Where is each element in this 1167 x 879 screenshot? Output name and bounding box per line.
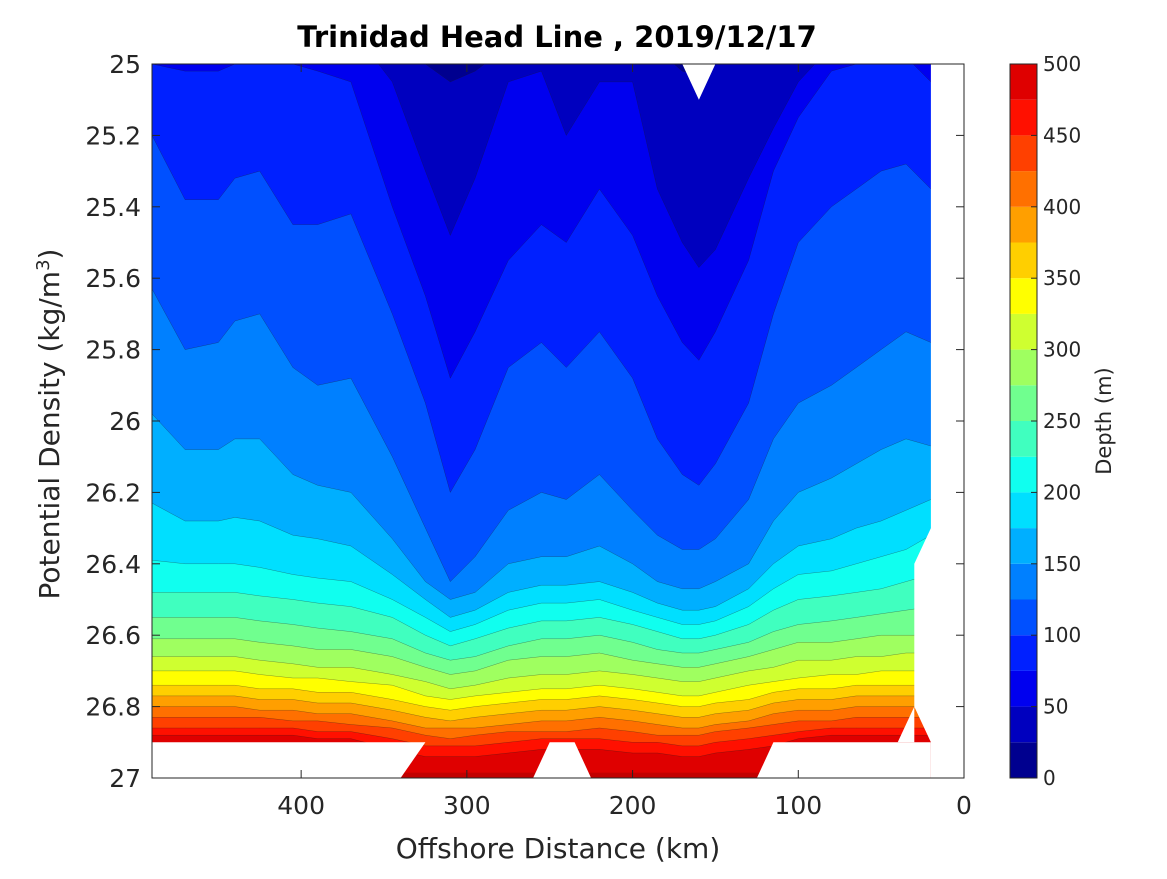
colorbar-block	[1010, 242, 1037, 279]
colorbar-block	[1010, 456, 1037, 493]
colorbar-block	[1010, 635, 1037, 671]
colorbar-block	[1010, 64, 1037, 100]
colorbar-label: Depth (m)	[1092, 367, 1116, 474]
no-data-right	[914, 64, 964, 778]
y-axis-label-main: Potential Density (kg/m	[33, 271, 66, 600]
x-tick-label: 0	[956, 791, 972, 820]
colorbar-block	[1010, 706, 1037, 743]
no-data-bottom-2	[756, 742, 931, 778]
colorbar-block	[1010, 135, 1037, 172]
colorbar-block	[1010, 313, 1037, 350]
x-tick-label: 200	[609, 791, 657, 820]
colorbar-block	[1010, 742, 1037, 778]
y-tick-label: 27	[109, 764, 141, 793]
colorbar-tick-label: 50	[1043, 695, 1068, 719]
colorbar-block	[1010, 528, 1037, 564]
contour-fills	[152, 64, 964, 778]
y-axis: 25 25.2 25.4 25.6 25.8 26 26.2 26.4 26.6 26.8 27	[85, 50, 964, 793]
y-tick-label: 26.4	[85, 550, 141, 579]
colorbar-tick-label: 200	[1043, 480, 1081, 504]
colorbar-block	[1010, 206, 1037, 243]
colorbar-tick-label: 150	[1043, 552, 1081, 576]
colorbar-block	[1010, 385, 1037, 421]
no-data-bottom-0	[152, 742, 426, 778]
y-tick-label: 26.6	[85, 621, 141, 650]
colorbar-tick-label: 250	[1043, 409, 1081, 433]
y-axis-label-superscript: 3	[33, 259, 54, 270]
colorbar-block	[1010, 421, 1037, 457]
x-axis-label: Offshore Distance (km)	[396, 832, 721, 865]
colorbar-ticks: 0 50 100 150 200 250 300 350 400 450 500	[1031, 52, 1081, 790]
colorbar-tick-label: 100	[1043, 623, 1081, 647]
plot-area: 400 300 200 100 0 25 25.2 25.4 25.6 25.8 26 26.2 26…	[85, 50, 972, 820]
y-tick-label: 25.6	[85, 264, 141, 293]
x-tick-label: 300	[443, 791, 491, 820]
y-tick-label: 26.2	[85, 478, 141, 507]
no-data-right-lower	[897, 706, 915, 743]
y-tick-label: 25.2	[85, 121, 141, 150]
no-data-bottom-1	[533, 742, 592, 778]
colorbar-block	[1010, 99, 1037, 136]
colorbar-tick-label: 0	[1043, 766, 1056, 790]
colorbar-tick-label: 350	[1043, 266, 1081, 290]
x-tick-label: 400	[277, 791, 325, 820]
colorbar-block	[1010, 670, 1037, 707]
y-tick-label: 26	[109, 407, 141, 436]
x-tick-label: 100	[774, 791, 822, 820]
colorbar-block	[1010, 349, 1037, 386]
colorbar-tick-label: 400	[1043, 195, 1081, 219]
colorbar-block	[1010, 171, 1037, 207]
colorbar-blocks	[1010, 64, 1037, 778]
x-axis: 400 300 200 100 0	[277, 64, 972, 820]
y-axis-label-close: )	[33, 249, 66, 260]
y-tick-label: 26.8	[85, 693, 141, 722]
colorbar-tick-label: 300	[1043, 338, 1081, 362]
colorbar-tick-label: 450	[1043, 123, 1081, 147]
colorbar-tick-label: 500	[1043, 52, 1081, 76]
y-axis-label: Potential Density (kg/m3)	[33, 249, 67, 600]
chart-title: Trinidad Head Line , 2019/12/17	[297, 20, 817, 54]
y-tick-label: 25.4	[85, 193, 141, 222]
colorbar-block	[1010, 278, 1037, 314]
colorbar-block	[1010, 599, 1037, 636]
colorbar: 0 50 100 150 200 250 300 350 400 450 500 Depth (m)	[1009, 52, 1116, 790]
no-data-masks	[152, 64, 964, 778]
no-data-top-notch	[682, 64, 716, 100]
colorbar-block	[1010, 492, 1037, 529]
colorbar-block	[1010, 563, 1037, 600]
y-tick-label: 25.8	[85, 336, 141, 365]
y-tick-label: 25	[109, 50, 141, 79]
